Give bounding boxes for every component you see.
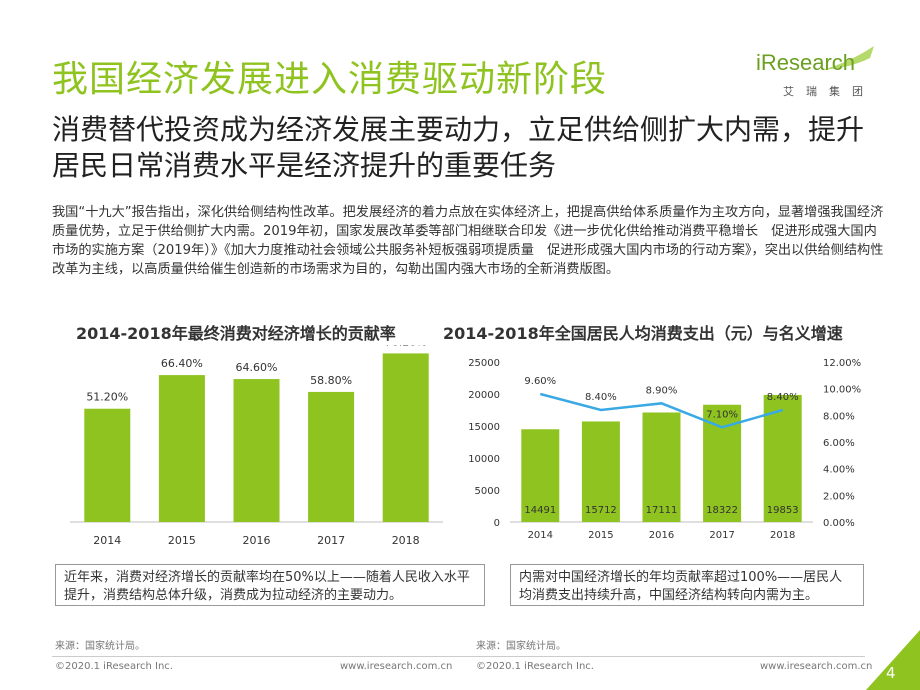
chart2-bar-data-label: 18322 — [706, 505, 738, 516]
page-corner-triangle — [866, 630, 920, 690]
chart1-bar — [158, 375, 205, 522]
logo-word: iResearch — [756, 50, 856, 75]
callout-right: 内需对中国经济增长的年均贡献率超过100%——居民人均消费支出持续升高，中国经济… — [510, 564, 864, 606]
chart1-data-label: 51.20% — [86, 391, 128, 404]
chart2-y2-tick-label: 12.00% — [823, 358, 861, 369]
source-note-right: 来源：国家统计局。 — [476, 641, 566, 652]
chart1-x-tick-label: 2018 — [392, 534, 420, 547]
chart2-x-tick-label: 2018 — [770, 530, 795, 541]
logo-swoosh-icon — [822, 46, 874, 70]
chart2-y-tick-label: 5000 — [475, 486, 500, 497]
chart2-line-data-label: 8.40% — [767, 392, 799, 403]
website-right: www.iresearch.com.cn — [760, 661, 873, 672]
chart2-line-data-label: 9.60% — [524, 376, 556, 387]
chart1-data-label: 76.20% — [385, 345, 427, 348]
page-subtitle: 消费替代投资成为经济发展主要动力，立足供给侧扩大内需，提升居民日常消费水平是经济… — [52, 113, 865, 182]
chart1-contribution-bar-chart: 51.20% 2014 66.40% 2015 64.60% 2016 58.80% 2017… — [70, 345, 443, 547]
chart2-y-tick-label: 25000 — [468, 358, 500, 369]
chart1-x-tick-label: 2014 — [93, 534, 121, 547]
chart2-x-tick-label: 2017 — [709, 530, 734, 541]
chart2-bar-data-label: 15712 — [585, 505, 617, 516]
chart2-line-data-label: 8.90% — [646, 385, 678, 396]
chart1-x-tick-label: 2017 — [317, 534, 345, 547]
chart2-y-tick-label: 10000 — [468, 454, 500, 465]
chart2-x-tick-label: 2014 — [528, 530, 553, 541]
chart1-title: 2014-2018年最终消费对经济增长的贡献率 — [76, 324, 396, 343]
chart2-y2-tick-label: 2.00% — [823, 491, 855, 502]
chart2-bar — [642, 412, 681, 522]
chart1-bar — [308, 391, 355, 522]
chart2-consumption-combo-chart: 0 5000 10000 15000 20000 25000 0.00% 2.00% 4.00%… — [468, 358, 861, 541]
chart2-y-tick-label: 15000 — [468, 422, 500, 433]
chart2-bar-data-label: 19853 — [767, 505, 799, 516]
chart1-x-tick-label: 2015 — [168, 534, 196, 547]
chart1-data-label: 66.40% — [161, 357, 203, 370]
copyright-left: ©2020.1 iResearch Inc. — [55, 661, 173, 672]
chart2-x-tick-label: 2015 — [588, 530, 613, 541]
chart2-y-tick-label: 0 — [494, 518, 500, 529]
chart2-bar — [581, 421, 620, 522]
iresearch-logo: iResearch 艾瑞集团 — [756, 46, 876, 106]
chart2-line-data-label: 7.10% — [706, 409, 738, 420]
chart1-bar — [233, 379, 280, 522]
callout-left: 近年来，消费对经济增长的贡献率均在50%以上——随着人民收入水平提升，消费结构总… — [55, 564, 485, 606]
body-paragraph: 我国“十九大”报告指出，深化供给侧结构性改革。把发展经济的着力点放在实体经济上，… — [52, 205, 884, 277]
chart2-y2-tick-label: 0.00% — [823, 518, 855, 529]
chart1-bar — [382, 353, 429, 522]
page-number: 4 — [886, 664, 896, 682]
chart2-bar — [521, 429, 560, 522]
chart1-data-label: 64.60% — [236, 361, 278, 374]
chart1-x-tick-label: 2016 — [243, 534, 271, 547]
logo-subtitle: 艾瑞集团 — [783, 85, 875, 98]
source-note-left: 来源：国家统计局。 — [55, 641, 145, 652]
page-title: 我国经济发展进入消费驱动新阶段 — [52, 59, 608, 100]
website-left: www.iresearch.com.cn — [340, 661, 453, 672]
chart2-title: 2014-2018年全国居民人均消费支出（元）与名义增速 — [443, 324, 843, 343]
chart2-y-tick-label: 20000 — [468, 390, 500, 401]
chart2-bar-data-label: 17111 — [646, 505, 678, 516]
chart2-x-tick-label: 2016 — [649, 530, 674, 541]
footer-divider — [52, 656, 865, 657]
copyright-right: ©2020.1 iResearch Inc. — [476, 661, 594, 672]
chart1-bar — [84, 408, 131, 522]
chart2-growth-line — [539, 392, 784, 429]
chart2-y2-tick-label: 10.00% — [823, 385, 861, 396]
chart1-data-label: 58.80% — [310, 374, 352, 387]
chart2-bar-data-label: 14491 — [524, 505, 556, 516]
chart2-bar — [763, 394, 802, 522]
chart2-y2-tick-label: 4.00% — [823, 465, 855, 476]
chart2-y2-tick-label: 6.00% — [823, 438, 855, 449]
chart2-line-data-label: 8.40% — [585, 392, 617, 403]
chart2-y2-tick-label: 8.00% — [823, 411, 855, 422]
